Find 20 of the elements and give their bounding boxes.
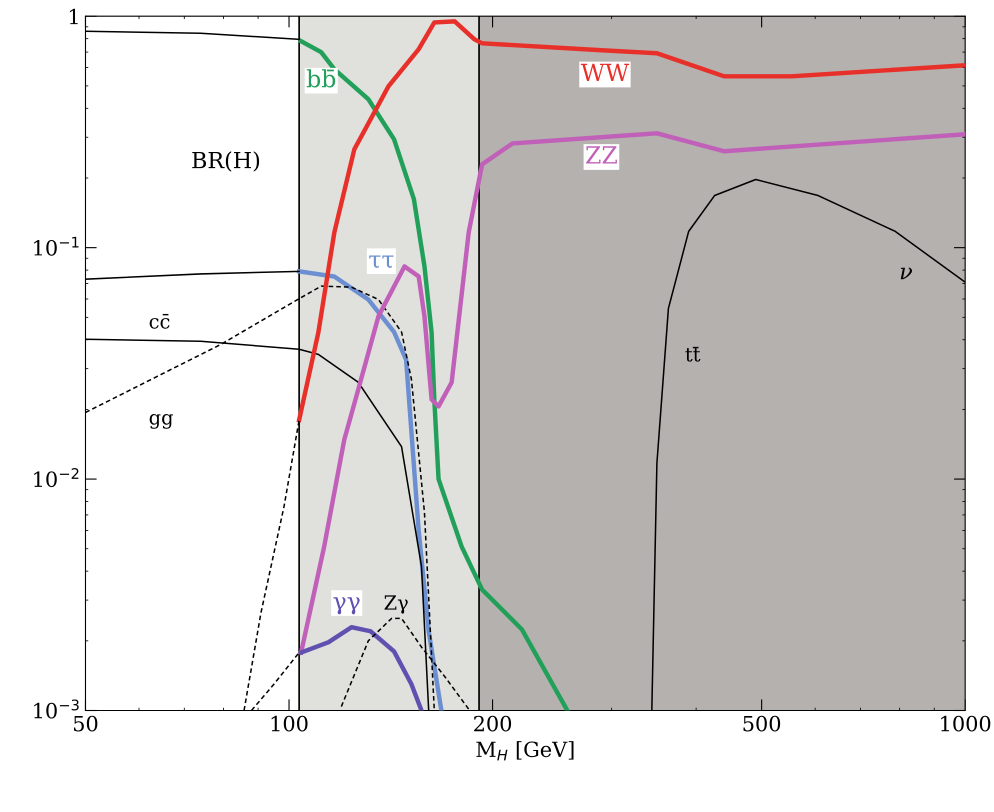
series-label: ττ xyxy=(369,255,394,268)
y-tick-label: 1 xyxy=(70,8,78,24)
x-tick-label: 100 xyxy=(272,716,308,732)
series-label: Zγ xyxy=(384,595,408,614)
x-tick-label: 50 xyxy=(74,716,98,732)
series-label: tt̄ xyxy=(685,346,700,362)
series-label: ZZ xyxy=(586,146,617,164)
annotation: BR(H) xyxy=(192,151,260,172)
series-label: γγ xyxy=(333,597,360,614)
x-tick-label: 200 xyxy=(474,716,512,732)
y-tick-label: 10$^{−2}$ xyxy=(34,468,78,488)
series-label: bb̄ xyxy=(306,69,336,88)
x-tick-label: 1000 xyxy=(941,716,990,732)
x-tick-label: 500 xyxy=(744,716,780,732)
x-axis-title: M$_{H}$ [GeV] xyxy=(476,741,574,760)
series-label: gg xyxy=(150,414,173,429)
series-label: WW xyxy=(580,64,630,81)
series-label: cc̄ xyxy=(150,314,170,329)
y-tick-label: 10$^{−1}$ xyxy=(34,236,79,256)
annotation: ν xyxy=(900,268,912,280)
